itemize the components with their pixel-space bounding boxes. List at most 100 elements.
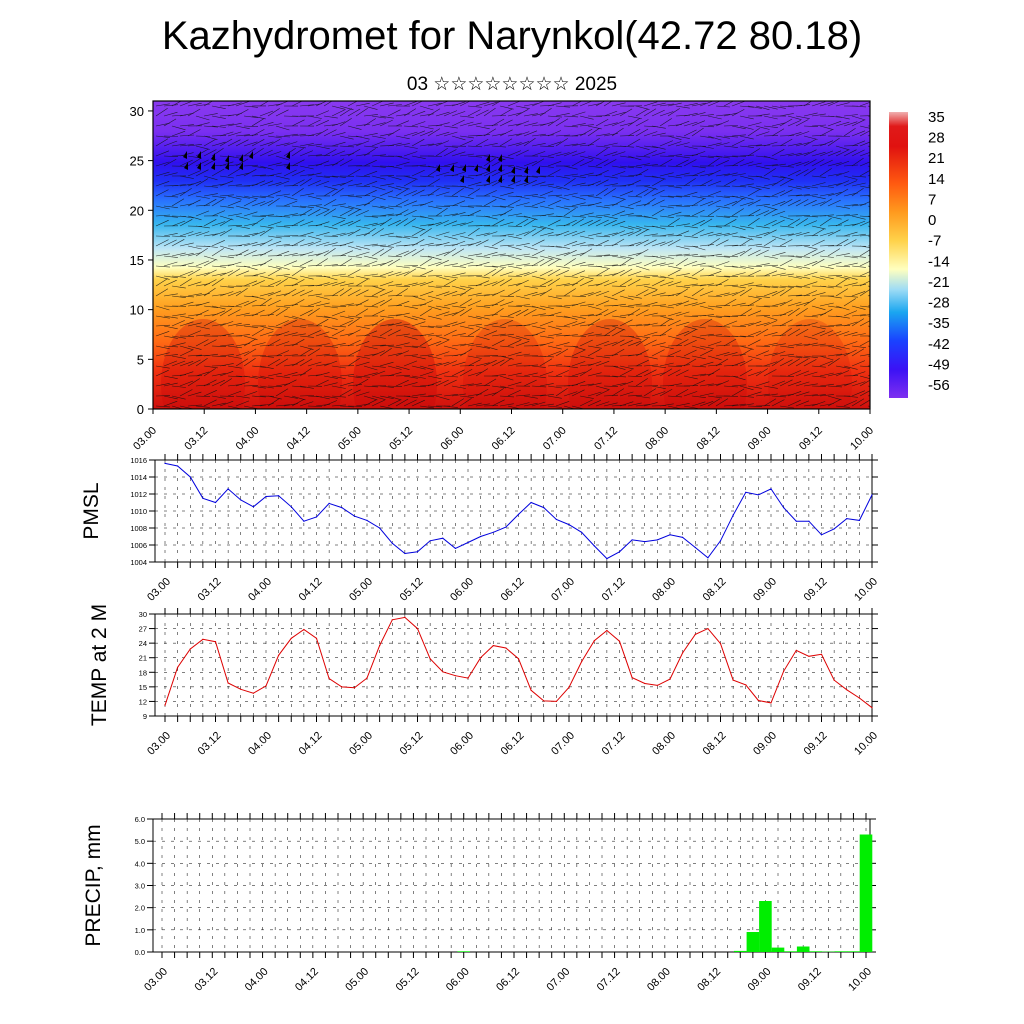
wind-barb — [827, 162, 842, 167]
wind-barb — [603, 254, 619, 257]
wind-barb — [163, 279, 177, 287]
wind-barb — [523, 130, 538, 137]
wind-barb — [403, 125, 419, 128]
wind-barb — [355, 135, 370, 140]
wind-barb — [251, 342, 266, 347]
y-tick-label: 6.0 — [135, 815, 145, 824]
wind-barb — [387, 104, 402, 107]
wind-barb — [251, 309, 265, 317]
wind-barb — [651, 109, 665, 117]
wind-barb — [267, 299, 281, 307]
wind-barb — [803, 335, 818, 340]
wind-barb — [787, 232, 802, 237]
wind-barb — [475, 275, 490, 279]
wind-barb — [803, 138, 817, 147]
wind-barb — [539, 269, 553, 277]
wind-barb — [299, 395, 315, 397]
wind-barb — [275, 278, 288, 287]
wind-barb — [739, 125, 754, 130]
data-point — [732, 679, 734, 681]
wind-barb — [259, 141, 274, 147]
wind-barb — [507, 199, 521, 207]
wind-barb — [443, 275, 458, 279]
wind-barb — [667, 281, 682, 287]
wind-barb — [371, 285, 386, 291]
wind-barb — [275, 215, 290, 218]
wind-barb — [331, 395, 346, 398]
wind-barb — [243, 299, 257, 307]
wind-barb — [771, 245, 787, 247]
wind-barb — [283, 343, 298, 347]
warm-region — [768, 319, 852, 409]
wind-barb — [507, 213, 522, 217]
wind-barb — [443, 131, 458, 137]
wind-barb — [187, 199, 201, 207]
wind-barb — [307, 172, 322, 177]
wind-barb — [523, 113, 538, 117]
data-point — [833, 528, 835, 530]
wind-barb — [299, 220, 314, 227]
wind-barb — [859, 161, 870, 167]
wind-barb — [763, 393, 778, 397]
wind-barb — [627, 252, 642, 257]
wind-barb — [379, 205, 394, 210]
wind-barb — [595, 188, 608, 197]
wind-barb — [259, 195, 274, 198]
wind-barb — [491, 169, 505, 177]
wind-barb — [811, 124, 827, 127]
wind-barb — [499, 119, 513, 127]
wind-barb — [187, 359, 201, 367]
wind-barb — [587, 345, 602, 349]
wind-pennant — [183, 151, 187, 159]
wind-barb — [723, 244, 739, 247]
data-point — [593, 545, 595, 547]
wind-barb — [267, 268, 281, 277]
data-point — [240, 688, 242, 690]
wind-barb — [347, 349, 361, 357]
wind-barb — [563, 208, 576, 217]
wind-barb — [243, 232, 258, 237]
wind-barb — [155, 107, 168, 117]
x-tick-label: 03.00 — [145, 576, 173, 604]
wind-barb — [523, 402, 538, 407]
wind-barb — [323, 345, 338, 348]
wind-barb — [323, 400, 338, 407]
wind-pennant — [239, 162, 243, 170]
wind-barb — [323, 335, 338, 340]
data-point — [416, 628, 419, 630]
wind-barb — [155, 239, 169, 247]
wind-barb — [683, 245, 699, 247]
wind-barb — [539, 190, 554, 197]
wind-barb — [315, 315, 330, 318]
wind-barb — [275, 125, 290, 131]
y-tick-label: 1012 — [130, 490, 147, 499]
wind-barb — [331, 187, 344, 197]
wind-barb — [467, 355, 482, 359]
wind-barb — [723, 165, 739, 167]
wind-barb — [835, 214, 850, 217]
wind-barb — [499, 192, 514, 197]
wind-barb — [811, 325, 826, 330]
wind-barb — [795, 370, 810, 377]
wind-barb — [179, 183, 194, 187]
wind-barb — [491, 239, 505, 247]
wind-barb — [859, 320, 870, 327]
wind-barb — [619, 108, 633, 117]
wind-barb — [403, 131, 418, 137]
wind-barb — [203, 198, 217, 207]
wind-barb — [395, 155, 410, 160]
wind-barb — [203, 101, 214, 107]
wind-barb — [499, 129, 513, 137]
wind-barb — [251, 404, 266, 407]
wind-barb — [707, 383, 722, 387]
wind-barb — [459, 153, 474, 157]
wind-barb — [379, 405, 394, 409]
wind-barb — [555, 265, 570, 269]
wind-barb — [827, 305, 842, 309]
wind-barb — [195, 135, 211, 137]
x-tick-label: 10.00 — [852, 730, 880, 758]
wind-barb — [291, 133, 306, 137]
wind-barb — [739, 235, 754, 241]
wind-barb — [243, 375, 258, 379]
wind-barb — [227, 139, 241, 147]
